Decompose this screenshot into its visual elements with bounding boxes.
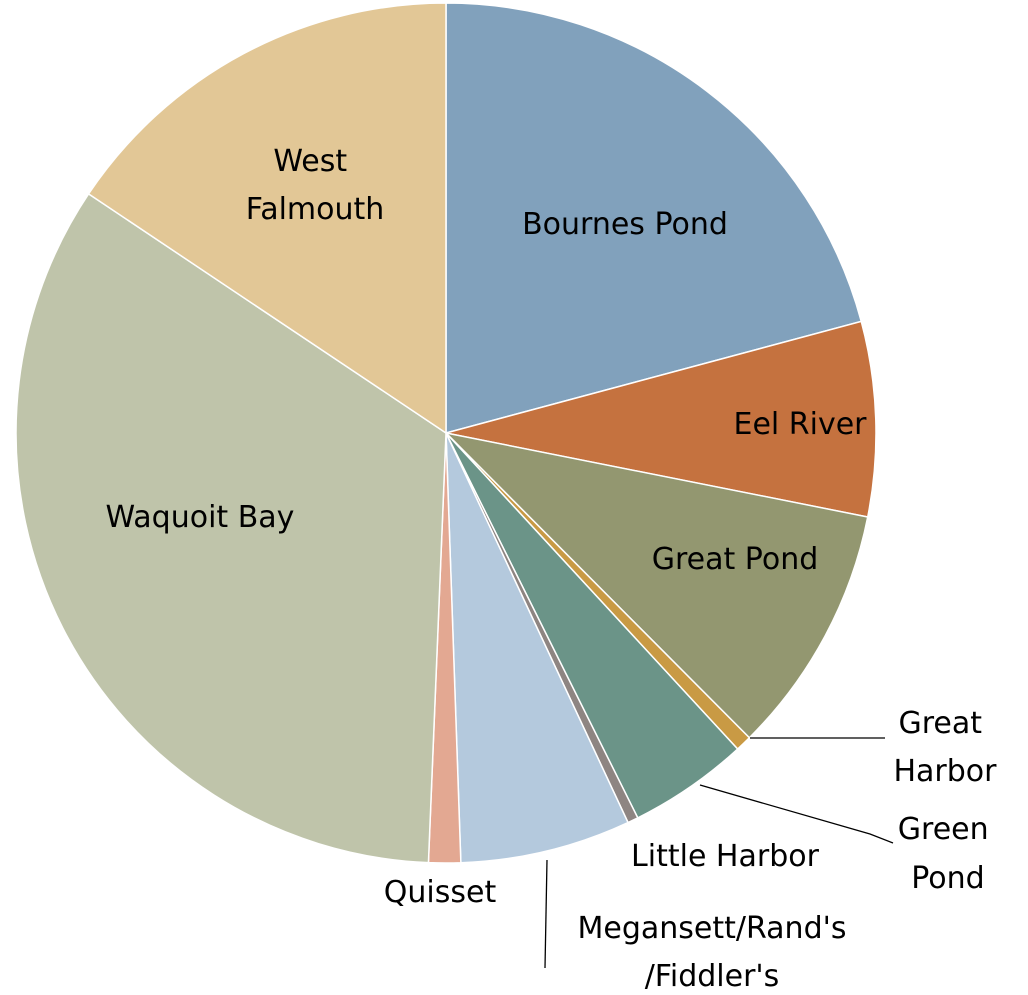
slice-label: Green Pond [898, 812, 998, 896]
label-line: Green [898, 812, 998, 847]
pie-slice [445, 432, 630, 864]
slice-label: Waquoit Bay [106, 500, 295, 535]
pie-slice [445, 320, 877, 518]
leader-line [699, 784, 894, 844]
label-line: West [273, 144, 356, 179]
slice-label: Bournes Pond [522, 207, 728, 242]
label-line: Falmouth [246, 192, 385, 227]
label-line: Harbor [893, 754, 997, 789]
pie-slice [445, 2, 863, 434]
slice-label: Little Harbor [631, 839, 820, 874]
slice-label: Megansett/Rand's/Fiddler's [577, 911, 846, 994]
label-line: Little Harbor [631, 839, 820, 874]
slice-label: Great Harbor [893, 706, 997, 789]
label-line: Megansett/Rand's [577, 911, 846, 946]
label-line: Great Pond [652, 542, 819, 577]
label-line: Eel River [733, 407, 867, 442]
label-line: Bournes Pond [522, 207, 728, 242]
label-line: Great [898, 706, 991, 741]
pie-slice [443, 431, 869, 739]
slice-label: Quisset [384, 875, 497, 910]
label-line: Waquoit Bay [106, 500, 295, 535]
slice-label: Great Pond [652, 542, 819, 577]
pie-slice [87, 2, 447, 435]
label-line: Pond [911, 861, 984, 896]
slice-label: West Falmouth [246, 144, 385, 227]
pie-slice [15, 192, 447, 864]
label-line: /Fiddler's [645, 959, 780, 994]
label-line: Quisset [384, 875, 497, 910]
slice-label: Eel River [733, 407, 867, 442]
leader-line [544, 859, 548, 969]
